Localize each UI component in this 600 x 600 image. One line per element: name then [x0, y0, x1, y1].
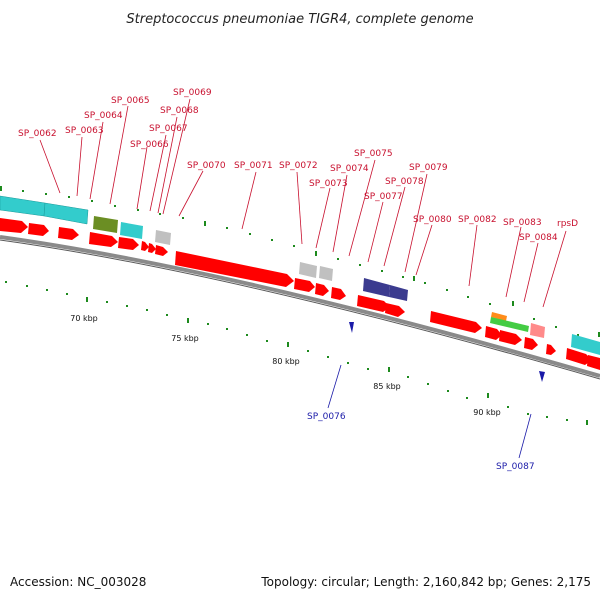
cds-arrow[interactable] — [315, 283, 329, 296]
gene-label[interactable]: SP_0074 — [330, 164, 369, 174]
cds-arrow[interactable] — [155, 245, 168, 256]
gene-label[interactable]: SP_0063 — [65, 126, 104, 136]
reverse-gene-labels: SP_0076 SP_0087 — [307, 412, 535, 472]
feature-block-navy[interactable] — [389, 285, 408, 301]
cds-arrow[interactable] — [0, 218, 28, 233]
scale-label: 80 kbp — [272, 357, 300, 366]
gene-label[interactable]: SP_0068 — [160, 106, 199, 116]
scale-labels: 70 kbp 75 kbp 80 kbp 85 kbp 90 kbp — [70, 314, 501, 417]
gene-label[interactable]: SP_0084 — [519, 233, 558, 243]
cds-arrow[interactable] — [148, 243, 156, 253]
cds-arrow[interactable] — [485, 326, 502, 340]
cds-arrow[interactable] — [175, 251, 294, 287]
gene-label[interactable]: SP_0087 — [496, 462, 535, 472]
cds-arrow[interactable] — [141, 241, 149, 251]
scale-label: 75 kbp — [171, 334, 199, 343]
feature-block-olive[interactable] — [93, 216, 118, 233]
gene-label[interactable]: SP_0076 — [307, 412, 346, 422]
cds-arrow[interactable] — [587, 355, 600, 370]
feature-block-grey[interactable] — [299, 262, 317, 278]
feature-block-navy[interactable] — [363, 278, 390, 297]
gene-label[interactable]: SP_0080 — [413, 215, 452, 225]
feature-block-pink[interactable] — [530, 323, 545, 338]
gene-label[interactable]: SP_0082 — [458, 215, 497, 225]
gene-label[interactable]: rpsD — [557, 219, 578, 229]
gene-label[interactable]: SP_0083 — [503, 218, 542, 228]
gene-label[interactable]: SP_0067 — [149, 124, 188, 134]
reverse-cds-track — [349, 322, 545, 382]
cds-arrow[interactable] — [294, 278, 315, 292]
cds-arrow[interactable] — [524, 337, 538, 350]
reverse-cds-marker[interactable] — [539, 371, 545, 382]
feature-block-orange[interactable] — [491, 312, 507, 321]
gene-label[interactable]: SP_0072 — [279, 161, 318, 171]
feature-block-cyan[interactable] — [571, 334, 600, 355]
cds-arrow[interactable] — [566, 348, 592, 365]
gene-label[interactable]: SP_0079 — [409, 163, 448, 173]
reverse-cds-marker[interactable] — [349, 322, 354, 333]
gene-label[interactable]: SP_0078 — [385, 177, 424, 187]
gene-label[interactable]: SP_0070 — [187, 161, 226, 171]
feature-block-cyan[interactable] — [43, 202, 89, 225]
gene-label[interactable]: SP_0077 — [364, 192, 403, 202]
feature-block-green[interactable] — [490, 317, 529, 332]
reverse-leader-lines — [327, 364, 532, 459]
gene-label[interactable]: SP_0075 — [354, 149, 393, 159]
gene-label[interactable]: SP_0062 — [18, 129, 57, 139]
feature-block-grey[interactable] — [319, 266, 333, 281]
cds-arrow[interactable] — [430, 311, 482, 333]
scale-label: 70 kbp — [70, 314, 98, 323]
cds-arrow[interactable] — [331, 287, 346, 300]
cds-arrow[interactable] — [385, 303, 405, 317]
forward-leader-lines — [39, 98, 567, 308]
cds-arrow[interactable] — [499, 330, 522, 345]
map-title: Streptococcus pneumoniae TIGR4, complete… — [126, 12, 473, 27]
gene-label[interactable]: SP_0069 — [173, 88, 212, 98]
cds-arrow[interactable] — [28, 223, 49, 236]
forward-gene-labels: SP_0062 SP_0063 SP_0064 SP_0065 SP_0066 … — [18, 88, 578, 243]
inner-scale-ring — [5, 281, 588, 425]
forward-cds-track — [0, 218, 600, 370]
cds-arrow[interactable] — [357, 295, 390, 312]
gene-label[interactable]: SP_0064 — [84, 111, 123, 121]
gene-label[interactable]: SP_0065 — [111, 96, 150, 106]
gene-label[interactable]: SP_0066 — [130, 140, 169, 150]
outer-tick-ring — [0, 186, 600, 337]
gene-label[interactable]: SP_0071 — [234, 161, 273, 171]
feature-block-cyan[interactable] — [120, 222, 143, 239]
cds-arrow[interactable] — [546, 344, 556, 355]
genome-backbone — [0, 235, 600, 378]
cds-arrow[interactable] — [118, 237, 139, 250]
scale-label: 90 kbp — [473, 408, 501, 417]
cds-arrow[interactable] — [89, 232, 118, 247]
genome-backbone-shadow — [0, 239, 600, 380]
feature-block-grey[interactable] — [155, 230, 171, 245]
cds-arrow[interactable] — [58, 227, 79, 240]
feature-block-cyan[interactable] — [0, 195, 46, 217]
genome-summary-text: Topology: circular; Length: 2,160,842 bp… — [260, 575, 591, 589]
feature-track — [0, 195, 600, 355]
scale-label: 85 kbp — [373, 382, 401, 391]
accession-text: Accession: NC_003028 — [10, 575, 146, 589]
gene-label[interactable]: SP_0073 — [309, 179, 348, 189]
